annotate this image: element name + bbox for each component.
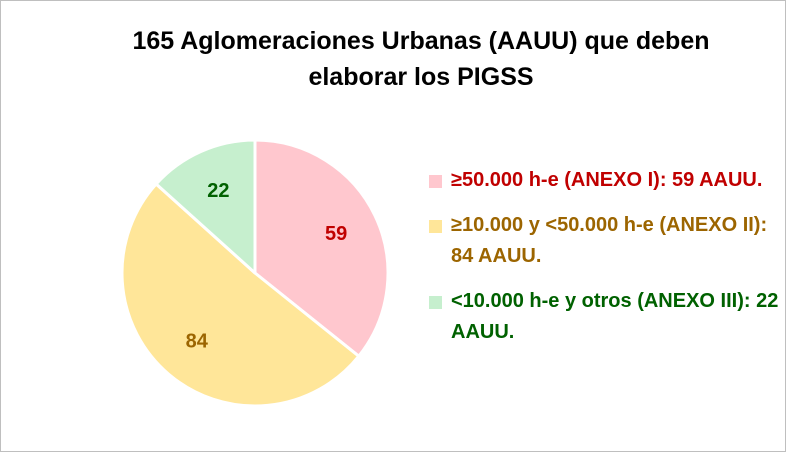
- legend-swatch-anexo-2: [429, 220, 442, 233]
- legend-swatch-anexo-1: [429, 175, 442, 188]
- legend: ≥50.000 h-e (ANEXO I): 59 AAUU. ≥10.000 …: [429, 165, 779, 362]
- pie-slice-anexo-1: [253, 138, 390, 358]
- legend-item-anexo-3: <10.000 h-e y otros (ANEXO III): 22 AAUU…: [429, 286, 779, 348]
- legend-label-anexo-3: <10.000 h-e y otros (ANEXO III): 22 AAUU…: [451, 290, 779, 343]
- data-label-anexo-2: 84: [186, 331, 209, 353]
- pie-slice-anexo-3: [154, 138, 257, 275]
- legend-swatch-anexo-3: [429, 296, 442, 309]
- data-label-anexo-1: 59: [325, 223, 347, 245]
- chart-title: 165 Aglomeraciones Urbanas (AAUU) que de…: [132, 27, 710, 91]
- legend-item-anexo-1: ≥50.000 h-e (ANEXO I): 59 AAUU.: [429, 165, 779, 196]
- legend-label-anexo-2: ≥10.000 y <50.000 h-e (ANEXO II): 84 AAU…: [451, 214, 768, 267]
- pie-slice-anexo-2: [120, 182, 361, 408]
- legend-item-anexo-2: ≥10.000 y <50.000 h-e (ANEXO II): 84 AAU…: [429, 210, 779, 272]
- legend-label-anexo-1: ≥50.000 h-e (ANEXO I): 59 AAUU.: [451, 169, 763, 191]
- data-label-anexo-3: 22: [207, 180, 229, 202]
